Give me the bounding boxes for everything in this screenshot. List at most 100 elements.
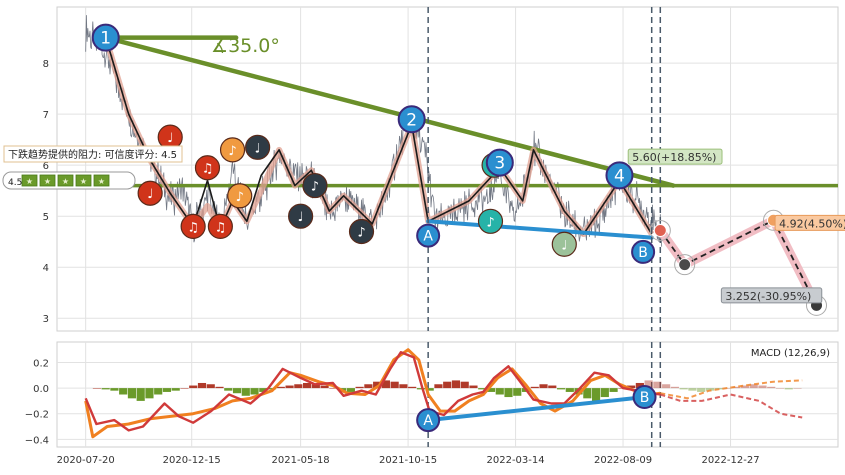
note-marker: ♪ xyxy=(219,137,246,163)
macd-histogram-bar xyxy=(478,388,487,390)
price-y-tick-label: 4 xyxy=(43,263,49,274)
note-marker-circle xyxy=(245,134,271,160)
macd-histogram-bar xyxy=(329,388,338,389)
macd-histogram-bar xyxy=(154,388,163,395)
macd-point-circle xyxy=(416,408,441,433)
macd-y-tick-label: 0.2 xyxy=(33,358,49,369)
forecast-label: 3.252(-30.95%) xyxy=(720,287,823,304)
note-marker: ♩ xyxy=(288,203,314,229)
wave-point-circle xyxy=(605,161,634,190)
forecast-label-box xyxy=(627,148,723,165)
macd-histogram-bar xyxy=(591,388,601,401)
macd-histogram-bar xyxy=(224,388,233,391)
wave-point-circle xyxy=(485,148,514,177)
macd-histogram-bar xyxy=(294,384,303,389)
macd-histogram-bar xyxy=(408,386,417,389)
macd-histogram-bar xyxy=(574,388,583,395)
macd-point-B: B xyxy=(632,385,657,410)
macd-histogram-bar xyxy=(679,388,688,390)
note-marker-circle xyxy=(302,172,328,199)
score-badge-value: 4.5 xyxy=(8,178,22,188)
macd-histogram-bar xyxy=(346,388,355,392)
note-marker-glyph: ♩ xyxy=(561,238,567,253)
macd-histogram-bar xyxy=(92,388,101,389)
note-marker-glyph: ♪ xyxy=(486,215,494,230)
support-point-label: A xyxy=(423,229,433,245)
score-star-icon: ★ xyxy=(80,177,87,186)
macd-point-label: B xyxy=(640,390,650,406)
macd-support-line xyxy=(426,395,647,423)
macd-dif-line xyxy=(84,351,661,432)
macd-histogram-bar xyxy=(504,388,513,398)
wave-point-4: 4 xyxy=(605,161,634,190)
macd-histogram-bar xyxy=(548,385,557,389)
macd-histogram-bar xyxy=(644,380,653,389)
score-star-icon: ★ xyxy=(26,177,33,186)
trend-line xyxy=(103,35,676,188)
wave-point-3: 3 xyxy=(485,148,514,177)
note-marker: ♪ xyxy=(227,183,253,209)
score-star-icon: ★ xyxy=(62,177,69,186)
macd-histogram-bar xyxy=(381,380,390,389)
macd-histogram-bar xyxy=(206,384,215,389)
macd-histogram-bar xyxy=(355,386,364,389)
score-star-box xyxy=(75,174,92,187)
note-marker-glyph: ♪ xyxy=(236,190,244,205)
forecast-label-box xyxy=(720,287,823,304)
macd-histogram-bar xyxy=(732,386,741,389)
macd-histogram-bar xyxy=(653,381,662,389)
macd-histogram-bar xyxy=(250,388,259,395)
score-star-box xyxy=(21,174,38,187)
forecast-marker xyxy=(678,258,692,272)
note-marker-circle xyxy=(477,208,504,234)
price-y-tick-label: 8 xyxy=(43,59,49,70)
note-marker-glyph: ♪ xyxy=(311,180,319,195)
note-marker: ♩ xyxy=(137,180,163,206)
score-star-icon: ★ xyxy=(98,177,105,186)
wave-point-circle xyxy=(91,23,120,52)
wave-point-label: 1 xyxy=(100,29,111,49)
score-star-box xyxy=(93,174,110,187)
wave-point-label: 4 xyxy=(614,166,625,186)
macd-histogram-bar xyxy=(259,388,268,392)
macd-histogram-bar xyxy=(469,385,478,389)
macd-dea-line xyxy=(84,348,661,439)
macd-histogram-bar xyxy=(539,384,548,389)
macd-histogram-bar xyxy=(705,388,715,391)
macd-histogram-bar xyxy=(232,388,242,394)
macd-histogram-bar xyxy=(241,388,250,396)
macd-point-label: A xyxy=(423,413,433,429)
forecast-label-text: 5.60(+18.85%) xyxy=(632,151,716,164)
macd-histogram-bar xyxy=(635,382,644,389)
score-star-icon: ★ xyxy=(44,177,51,186)
note-marker-glyph: ♩ xyxy=(255,141,261,156)
macd-histogram-bar xyxy=(662,384,671,389)
macd-histogram-bar xyxy=(451,380,461,389)
macd-histogram-bar xyxy=(101,388,110,390)
macd-histogram-bar xyxy=(627,385,636,389)
macd-histogram-bar xyxy=(600,388,609,398)
macd-histogram-bar xyxy=(775,388,785,389)
note-marker-circle xyxy=(227,183,253,209)
note-marker-circle xyxy=(288,203,314,229)
macd-histogram-bar xyxy=(434,384,443,389)
wave-point-label: 3 xyxy=(494,154,505,174)
macd-histogram-bar xyxy=(303,382,312,389)
macd-histogram-bar xyxy=(119,388,128,395)
macd-histogram-bar xyxy=(171,388,180,391)
note-marker-circle xyxy=(180,213,206,240)
macd-histogram-bar xyxy=(276,386,285,389)
support-point-label: B xyxy=(638,245,648,261)
forecast-label: 4.92(4.50%) xyxy=(774,214,845,231)
macd-histogram-bar xyxy=(443,381,452,389)
note-marker: ♫ xyxy=(180,213,206,240)
resistance-label: 下跌趋势提供的阻力: 可信度评分: 4.5 xyxy=(3,145,183,163)
note-marker-circle xyxy=(348,218,375,245)
note-marker: ♪ xyxy=(348,218,375,245)
macd-histogram-bar xyxy=(793,388,802,389)
macd-histogram-bar xyxy=(110,388,119,391)
note-marker-circle xyxy=(137,180,163,206)
macd-histogram-bar xyxy=(758,385,767,389)
